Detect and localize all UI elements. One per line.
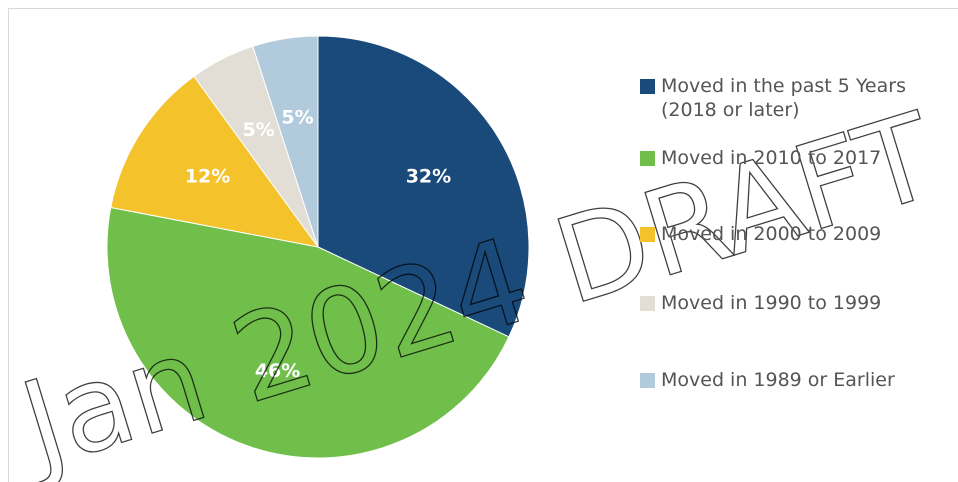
legend-swatch xyxy=(640,227,655,242)
legend-label: Moved in 2010 to 2017 xyxy=(661,147,882,169)
legend-label: Moved in 1990 to 1999 xyxy=(661,292,882,314)
legend-item: Moved in 1989 or Earlier xyxy=(640,368,952,392)
data-label: 46% xyxy=(255,360,300,382)
legend-swatch xyxy=(640,373,655,388)
legend-label: Moved in the past 5 Years (2018 or later… xyxy=(661,75,906,121)
legend-label: Moved in 1989 or Earlier xyxy=(661,369,895,391)
pie: 32% 46% 12% 5% 5% xyxy=(106,35,530,459)
data-label: 5% xyxy=(281,106,313,128)
chart-frame xyxy=(8,8,958,482)
legend-swatch xyxy=(640,151,655,166)
legend-swatch xyxy=(640,296,655,311)
pie-slice xyxy=(252,35,319,248)
data-label: 32% xyxy=(406,165,451,187)
pie-slice xyxy=(110,75,320,248)
legend-item: Moved in 2010 to 2017 xyxy=(640,146,952,170)
pie-slice xyxy=(106,206,510,459)
data-label: 12% xyxy=(185,165,230,187)
legend-swatch xyxy=(640,79,655,94)
pie-slice xyxy=(317,35,530,338)
legend-item: Moved in 2000 to 2009 xyxy=(640,222,952,246)
data-label: 5% xyxy=(242,119,274,141)
legend-label: Moved in 2000 to 2009 xyxy=(661,223,882,245)
legend-item: Moved in 1990 to 1999 xyxy=(640,291,952,315)
legend-item: Moved in the past 5 Years (2018 or later… xyxy=(640,74,952,122)
